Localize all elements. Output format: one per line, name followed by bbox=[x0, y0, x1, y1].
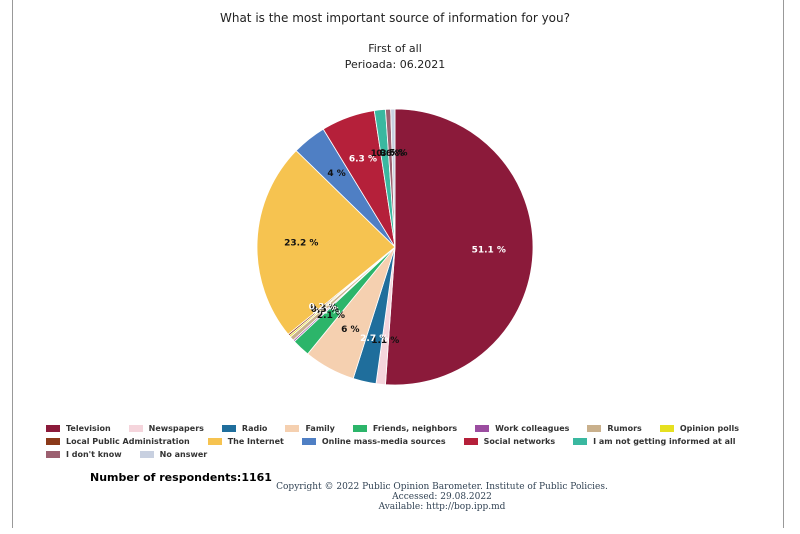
legend-label: Social networks bbox=[483, 437, 556, 446]
data-label: 0.5 % bbox=[311, 305, 339, 315]
legend-item: No answer bbox=[139, 450, 208, 459]
chart-title: What is the most important source of inf… bbox=[220, 11, 570, 25]
data-label: 0.5 % bbox=[379, 149, 407, 159]
data-label: 0.2 % bbox=[309, 303, 337, 313]
data-label: 0.2 % bbox=[312, 306, 340, 316]
legend-swatch bbox=[573, 438, 588, 445]
legend-swatch bbox=[301, 438, 316, 445]
legend: Television Newspapers Radio Family Friends, … bbox=[46, 422, 766, 461]
data-label: 23.2 % bbox=[284, 238, 318, 248]
legend-item: Radio bbox=[221, 424, 268, 433]
legend-swatch bbox=[221, 425, 236, 432]
legend-swatch bbox=[46, 438, 60, 445]
legend-swatch bbox=[587, 425, 602, 432]
legend-swatch bbox=[475, 425, 490, 432]
legend-item: Online mass-media sources bbox=[301, 437, 446, 446]
legend-swatch bbox=[46, 425, 60, 432]
legend-item: Friends, neighbors bbox=[352, 424, 458, 433]
data-label: 6 % bbox=[341, 325, 359, 335]
legend-swatch bbox=[285, 425, 300, 432]
legend-label: Television bbox=[66, 424, 111, 433]
legend-label: Newspapers bbox=[148, 424, 204, 433]
legend-item: The Internet bbox=[207, 437, 284, 446]
legend-item: I am not getting informed at all bbox=[573, 437, 735, 446]
period: Perioada: 06.2021 bbox=[345, 58, 445, 71]
data-label: 2.7 % bbox=[360, 334, 388, 344]
legend-label: I am not getting informed at all bbox=[593, 437, 736, 446]
respondents: Number of respondents:1161 bbox=[90, 471, 272, 484]
legend-item: I don't know bbox=[46, 450, 122, 459]
legend-swatch bbox=[659, 425, 674, 432]
data-label: 1.3 % bbox=[371, 149, 399, 159]
legend-label: Family bbox=[305, 424, 335, 433]
frame bbox=[12, 0, 784, 528]
legend-item: Opinion polls bbox=[659, 424, 739, 433]
pie-slice bbox=[256, 150, 396, 335]
legend-swatch bbox=[207, 438, 222, 445]
legend-swatch bbox=[352, 425, 367, 432]
legend-label: Friends, neighbors bbox=[372, 424, 458, 433]
data-label: 6.3 % bbox=[349, 154, 377, 164]
legend-item: Family bbox=[285, 424, 335, 433]
legend-label: Local Public Administration bbox=[66, 437, 190, 446]
chart: What is the most important source of inf… bbox=[220, 11, 570, 386]
legend-label: I don't know bbox=[66, 450, 122, 459]
legend-label: No answer bbox=[159, 450, 208, 459]
legend-label: Opinion polls bbox=[679, 424, 739, 433]
legend-label: The Internet bbox=[227, 437, 284, 446]
legend-item: Social networks bbox=[463, 437, 556, 446]
legend-item: Newspapers bbox=[128, 424, 204, 433]
data-label: 1.1 % bbox=[371, 336, 399, 346]
data-label: 0.6 % bbox=[376, 149, 404, 159]
legend-label: Work colleagues bbox=[495, 424, 570, 433]
copyright-line: Accessed: 29.08.2022 bbox=[392, 492, 492, 502]
legend-label: Rumors bbox=[607, 424, 642, 433]
copyright-line: Available: http://bop.ipp.md bbox=[378, 502, 506, 512]
chart-subtitle: First of all bbox=[368, 42, 422, 55]
copyright-line: Copyright © 2022 Public Opinion Baromete… bbox=[276, 482, 608, 492]
legend-label: Radio bbox=[241, 424, 268, 433]
legend-item: Rumors bbox=[587, 424, 642, 433]
data-label: 0.2 % bbox=[309, 302, 337, 312]
legend-label: Online mass-media sources bbox=[321, 437, 446, 446]
legend-item: Television bbox=[46, 424, 111, 433]
copyright: Copyright © 2022 Public Opinion Baromete… bbox=[262, 482, 622, 512]
legend-swatch bbox=[46, 451, 60, 458]
legend-item: Local Public Administration bbox=[46, 437, 190, 446]
pie-slice bbox=[390, 108, 396, 248]
legend-item: Work colleagues bbox=[475, 424, 569, 433]
legend-swatch bbox=[128, 425, 143, 432]
pie-slice bbox=[385, 108, 534, 386]
legend-swatch bbox=[139, 451, 154, 458]
data-label: 4 % bbox=[327, 169, 345, 179]
data-label: 2.1 % bbox=[317, 311, 345, 321]
legend-swatch bbox=[463, 438, 478, 445]
data-label: 51.1 % bbox=[472, 246, 506, 256]
